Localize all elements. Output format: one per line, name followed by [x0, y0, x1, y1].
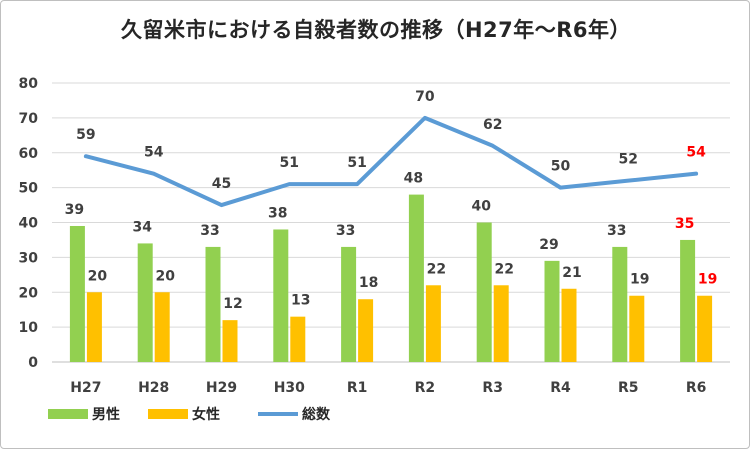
bar-男性-R4 — [544, 260, 560, 362]
x-tick-label: H30 — [274, 380, 305, 396]
bar-男性-H27 — [69, 225, 85, 362]
y-tick-label: 40 — [19, 216, 39, 232]
bar-男性-H28 — [137, 243, 153, 362]
bar-男性-R2 — [408, 194, 424, 362]
data-label-男性-R3: 40 — [471, 199, 491, 215]
data-label-女性-R3: 22 — [494, 261, 513, 277]
data-label-女性-R1: 18 — [359, 275, 378, 291]
bar-女性-R2 — [425, 285, 441, 362]
data-label-男性-R2: 48 — [404, 171, 423, 187]
data-label-女性-H27: 20 — [88, 268, 108, 284]
y-tick-label: 80 — [19, 76, 39, 92]
y-tick-label: 70 — [19, 111, 39, 127]
x-tick-label: R4 — [550, 380, 571, 396]
legend: 男性 女性 総数 — [48, 406, 331, 423]
x-tick-label: R3 — [482, 380, 503, 396]
y-tick-label: 30 — [19, 250, 39, 266]
data-label-総数-R4: 50 — [551, 159, 571, 175]
y-tick-label: 0 — [28, 355, 38, 371]
x-tick-label: R1 — [347, 380, 368, 396]
x-tick-label: R6 — [686, 380, 707, 396]
legend-label-男性: 男性 — [92, 406, 120, 423]
bar-女性-H30 — [290, 316, 306, 362]
data-label-男性-H30: 38 — [268, 205, 287, 221]
data-label-総数-R2: 70 — [415, 89, 435, 105]
data-label-男性-R1: 33 — [336, 223, 355, 239]
data-label-総数-H28: 54 — [144, 145, 164, 161]
data-label-女性-H28: 20 — [155, 268, 175, 284]
legend-label-女性: 女性 — [192, 406, 220, 423]
bar-男性-R6 — [680, 239, 696, 362]
data-label-総数-H29: 45 — [212, 176, 231, 192]
y-tick-label: 10 — [19, 320, 39, 336]
line-総数 — [83, 115, 699, 208]
data-label-男性-H29: 33 — [200, 223, 219, 239]
bar-女性-H29 — [222, 320, 238, 362]
bar-男性-H29 — [205, 246, 221, 362]
x-tick-label: H27 — [70, 380, 101, 396]
bar-女性-H27 — [86, 292, 102, 362]
data-label-総数-R1: 51 — [347, 155, 366, 171]
legend-swatch-女性 — [148, 409, 188, 419]
bar-男性-R3 — [476, 222, 492, 362]
legend-label-総数: 総数 — [302, 406, 331, 423]
y-tick-label: 50 — [19, 181, 39, 197]
data-label-女性-H30: 13 — [291, 293, 310, 309]
data-label-女性-H29: 12 — [223, 296, 242, 312]
x-axis: H27 H28 H29 H30 R1 R2 R3 R4 R5 R6 — [70, 380, 706, 396]
data-label-総数-H27: 59 — [76, 127, 95, 143]
y-axis: 0 10 20 30 40 50 60 70 80 — [19, 76, 39, 371]
data-label-男性-R5: 33 — [607, 223, 626, 239]
x-tick-label: H29 — [206, 380, 237, 396]
legend-swatch-男性 — [48, 409, 88, 419]
bar-男性-R1 — [341, 246, 357, 362]
data-label-男性-H28: 34 — [132, 219, 152, 235]
data-label-女性-R6: 19 — [698, 272, 717, 288]
data-label-総数-H30: 51 — [280, 155, 299, 171]
bar-女性-H28 — [154, 292, 170, 362]
x-tick-label: H28 — [138, 380, 169, 396]
chart-title: 久留米市における自殺者数の推移（H27年～R6年） — [120, 18, 632, 42]
y-tick-label: 20 — [19, 285, 39, 301]
data-label-総数-R5: 52 — [619, 152, 638, 168]
data-label-男性-R6: 35 — [675, 216, 694, 232]
data-label-総数-R3: 62 — [483, 117, 502, 133]
bar-男性-H30 — [273, 229, 289, 362]
gridlines — [52, 82, 730, 363]
data-label-男性-H27: 39 — [65, 202, 84, 218]
data-label-女性-R2: 22 — [427, 261, 446, 277]
x-tick-label: R5 — [618, 380, 639, 396]
data-label-総数-R6: 54 — [686, 145, 706, 161]
bar-女性-R6 — [697, 295, 713, 362]
y-tick-label: 60 — [19, 146, 39, 162]
data-label-男性-R4: 29 — [539, 237, 558, 253]
bar-女性-R1 — [358, 299, 374, 362]
total-line — [83, 115, 699, 208]
bar-男性-R5 — [612, 246, 628, 362]
x-tick-label: R2 — [415, 380, 436, 396]
data-label-女性-R4: 21 — [562, 265, 581, 281]
data-label-女性-R5: 19 — [630, 272, 649, 288]
bar-女性-R4 — [561, 288, 577, 362]
bar-女性-R5 — [629, 295, 645, 362]
bars — [69, 194, 713, 362]
bar-女性-R3 — [493, 285, 509, 362]
